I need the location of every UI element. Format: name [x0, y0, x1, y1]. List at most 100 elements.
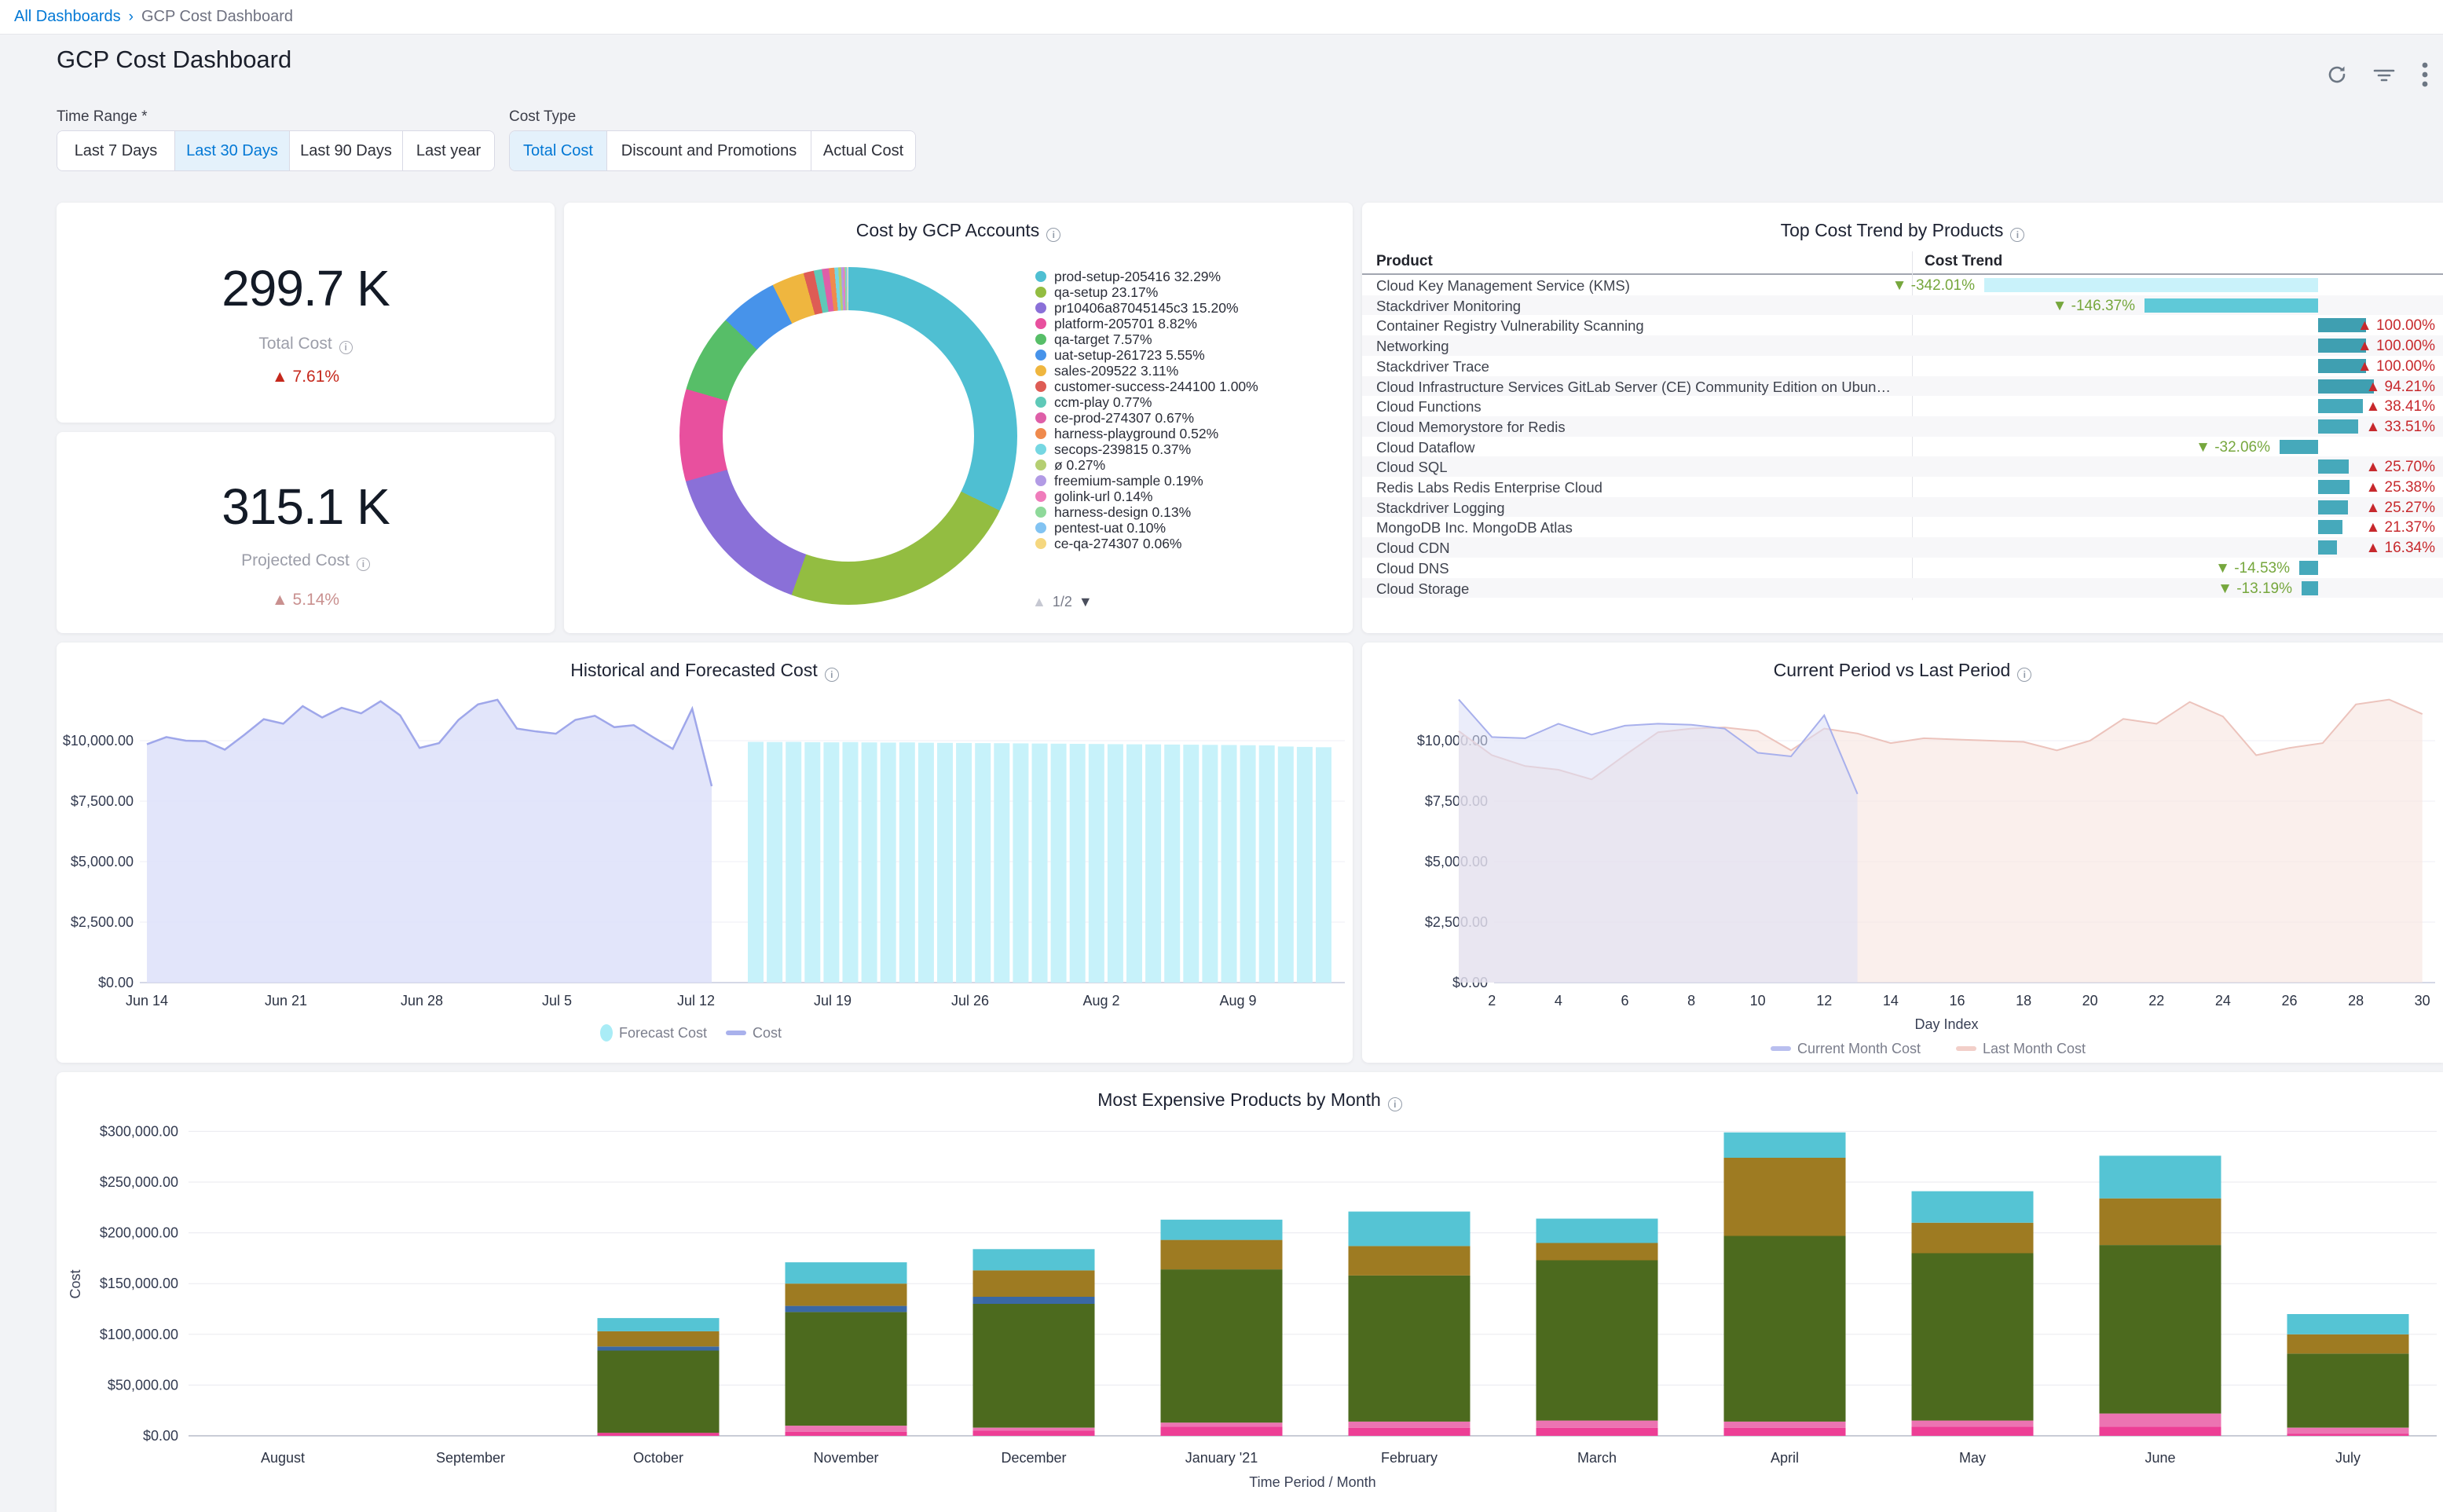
- svg-text:24: 24: [2215, 993, 2231, 1009]
- legend-item[interactable]: secops-239815 0.37%: [1035, 441, 1343, 457]
- legend-swatch-icon: [1035, 507, 1046, 518]
- svg-text:February: February: [1381, 1450, 1438, 1466]
- legend-item[interactable]: harness-design 0.13%: [1035, 504, 1343, 520]
- trend-bar: [2302, 581, 2318, 595]
- cost-type-option-total-cost[interactable]: Total Cost: [510, 131, 607, 170]
- legend-item[interactable]: golink-url 0.14%: [1035, 489, 1343, 504]
- info-icon[interactable]: [357, 558, 370, 571]
- time-range-option-last-7-days[interactable]: Last 7 Days: [57, 131, 175, 170]
- legend-swatch-icon: [1035, 350, 1046, 361]
- time-range-option-last-90-days[interactable]: Last 90 Days: [290, 131, 403, 170]
- trend-value: ▲ 33.51%: [2365, 419, 2435, 436]
- panel-title: Cost by GCP Accounts: [564, 220, 1353, 242]
- legend-item[interactable]: qa-setup 23.17%: [1035, 284, 1343, 300]
- svg-text:$0.00: $0.00: [98, 975, 134, 990]
- cost-type-option-discount-and-promotions[interactable]: Discount and Promotions: [607, 131, 811, 170]
- svg-text:14: 14: [1883, 993, 1899, 1009]
- legend-item[interactable]: harness-playground 0.52%: [1035, 426, 1343, 441]
- svg-text:$200,000.00: $200,000.00: [100, 1225, 178, 1241]
- trend-value: ▼ -146.37%: [2053, 298, 2135, 315]
- product-name: Cloud Memorystore for Redis: [1376, 419, 1895, 436]
- legend-item[interactable]: ccm-play 0.77%: [1035, 394, 1343, 410]
- svg-text:March: March: [1577, 1450, 1617, 1466]
- donut-legend-pagination: ▲ 1/2 ▼: [1032, 594, 1093, 610]
- legend-item[interactable]: customer-success-244100 1.00%: [1035, 379, 1343, 394]
- svg-text:$50,000.00: $50,000.00: [108, 1377, 178, 1393]
- legend-item[interactable]: prod-setup-205416 32.29%: [1035, 269, 1343, 284]
- trend-bar: [2318, 480, 2350, 494]
- svg-text:May: May: [1959, 1450, 1986, 1466]
- legend-swatch-icon: [1035, 475, 1046, 486]
- trend-value: ▼ -32.06%: [2196, 439, 2270, 456]
- trend-value: ▼ -13.19%: [2218, 580, 2292, 598]
- column-header-cost-trend[interactable]: Cost Trend: [1925, 253, 2002, 270]
- legend-page-down-icon[interactable]: ▼: [1079, 594, 1093, 610]
- legend-label: freemium-sample 0.19%: [1054, 473, 1203, 489]
- refresh-icon[interactable]: [2322, 60, 2352, 90]
- product-name: Cloud DNS: [1376, 560, 1895, 577]
- svg-text:Jul 5: Jul 5: [542, 993, 572, 1009]
- legend-item[interactable]: pentest-uat 0.10%: [1035, 520, 1343, 536]
- legend-item[interactable]: pr10406a87045145c3 15.20%: [1035, 300, 1343, 316]
- svg-text:$100,000.00: $100,000.00: [100, 1327, 178, 1342]
- svg-text:22: 22: [2148, 993, 2164, 1009]
- trend-value: ▼ -342.01%: [1892, 277, 1975, 295]
- panel-title: Top Cost Trend by Products: [1362, 220, 2443, 242]
- breadcrumb: All Dashboards › GCP Cost Dashboard: [0, 0, 2443, 35]
- trend-value: ▲ 25.70%: [2365, 459, 2435, 476]
- svg-text:January '21: January '21: [1185, 1450, 1258, 1466]
- time-range-option-last-30-days[interactable]: Last 30 Days: [175, 131, 290, 170]
- legend-label: pr10406a87045145c3 15.20%: [1054, 300, 1239, 316]
- trend-bar: [2318, 459, 2349, 474]
- breadcrumb-all-dashboards-link[interactable]: All Dashboards: [14, 8, 121, 26]
- info-icon[interactable]: [339, 341, 353, 354]
- legend-item[interactable]: ce-qa-274307 0.06%: [1035, 536, 1343, 551]
- trend-bar: [2280, 440, 2318, 454]
- legend-label: qa-setup 23.17%: [1054, 284, 1158, 300]
- breadcrumb-current: GCP Cost Dashboard: [141, 8, 293, 26]
- cost-type-button-group: Total CostDiscount and PromotionsActual …: [509, 130, 916, 171]
- monthly-products-chart[interactable]: $300,000.00$250,000.00$200,000.00$150,00…: [57, 1072, 2443, 1512]
- legend-item[interactable]: qa-target 7.57%: [1035, 331, 1343, 347]
- kebab-menu-icon[interactable]: [2410, 60, 2440, 90]
- table-row: Cloud DNS▼ -14.53%: [1362, 558, 2443, 578]
- legend-label: uat-setup-261723 5.55%: [1054, 347, 1205, 363]
- total-cost-value: 299.7 K: [57, 259, 555, 317]
- svg-text:4: 4: [1555, 993, 1562, 1009]
- legend-item[interactable]: platform-205701 8.82%: [1035, 316, 1343, 331]
- table-row: Cloud SQL▲ 25.70%: [1362, 456, 2443, 477]
- column-header-product[interactable]: Product: [1376, 253, 1433, 270]
- svg-text:30: 30: [2415, 993, 2430, 1009]
- historical-forecast-chart[interactable]: $10,000.00$7,500.00$5,000.00$2,500.00$0.…: [57, 643, 1353, 1063]
- legend-item[interactable]: uat-setup-261723 5.55%: [1035, 347, 1343, 363]
- legend-item[interactable]: freemium-sample 0.19%: [1035, 473, 1343, 489]
- trend-bar: [2299, 561, 2318, 575]
- product-name: Stackdriver Monitoring: [1376, 298, 1895, 315]
- svg-text:2: 2: [1488, 993, 1496, 1009]
- svg-text:Jun 28: Jun 28: [401, 993, 443, 1009]
- legend-item[interactable]: ø 0.27%: [1035, 457, 1343, 473]
- svg-text:6: 6: [1621, 993, 1628, 1009]
- cost-type-option-actual-cost[interactable]: Actual Cost: [811, 131, 915, 170]
- svg-text:$7,500.00: $7,500.00: [71, 793, 134, 809]
- svg-text:$10,000.00: $10,000.00: [63, 733, 134, 749]
- legend-page-up-icon[interactable]: ▲: [1032, 594, 1046, 610]
- donut-legend: prod-setup-205416 32.29%qa-setup 23.17%p…: [1035, 269, 1343, 551]
- svg-text:July: July: [2335, 1450, 2361, 1466]
- svg-text:$250,000.00: $250,000.00: [100, 1174, 178, 1190]
- legend-item[interactable]: ce-prod-274307 0.67%: [1035, 410, 1343, 426]
- historical-forecast-panel: Historical and Forecasted Cost $10,000.0…: [57, 643, 1353, 1063]
- time-range-option-last-year[interactable]: Last year: [403, 131, 494, 170]
- legend-swatch-icon: [1035, 381, 1046, 392]
- trend-bar: [2318, 419, 2358, 434]
- svg-text:Jul 26: Jul 26: [951, 993, 989, 1009]
- svg-text:Forecast Cost: Forecast Cost: [619, 1025, 707, 1041]
- table-row: Stackdriver Monitoring ▼ -146.37%: [1362, 295, 2443, 316]
- period-compare-chart[interactable]: $10,000.00$7,500.00$5,000.00$2,500.00$0.…: [1362, 643, 2443, 1063]
- info-icon[interactable]: [2010, 228, 2024, 242]
- legend-swatch-icon: [1035, 365, 1046, 376]
- legend-item[interactable]: sales-209522 3.11%: [1035, 363, 1343, 379]
- filter-icon[interactable]: [2369, 60, 2399, 90]
- cost-by-gcp-accounts-panel: Cost by GCP Accounts prod-setup-205416 3…: [564, 203, 1353, 633]
- info-icon[interactable]: [1046, 228, 1060, 242]
